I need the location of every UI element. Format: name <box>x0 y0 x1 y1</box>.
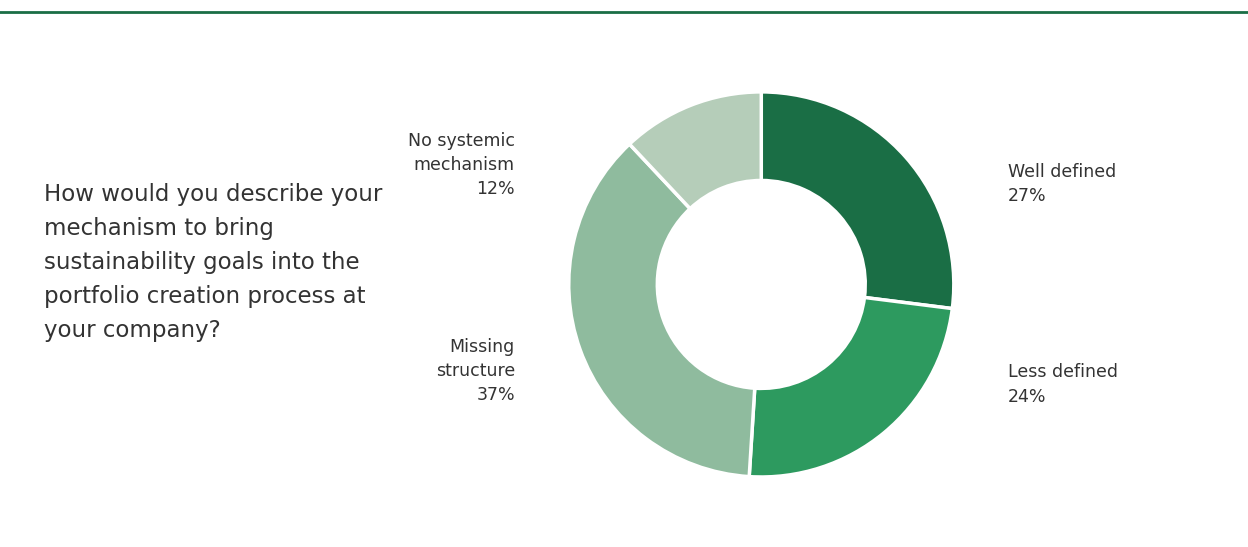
Text: Missing
structure
37%: Missing structure 37% <box>436 338 515 404</box>
Wedge shape <box>761 92 953 309</box>
Text: No systemic
mechanism
12%: No systemic mechanism 12% <box>408 132 515 199</box>
Wedge shape <box>749 298 952 477</box>
Text: Well defined
27%: Well defined 27% <box>1007 163 1116 206</box>
Wedge shape <box>569 144 755 476</box>
Text: How would you describe your
mechanism to bring
sustainability goals into the
por: How would you describe your mechanism to… <box>44 183 382 342</box>
Wedge shape <box>629 92 761 208</box>
Text: Less defined
24%: Less defined 24% <box>1007 363 1118 406</box>
Text: IPA: IPA <box>1091 48 1148 78</box>
